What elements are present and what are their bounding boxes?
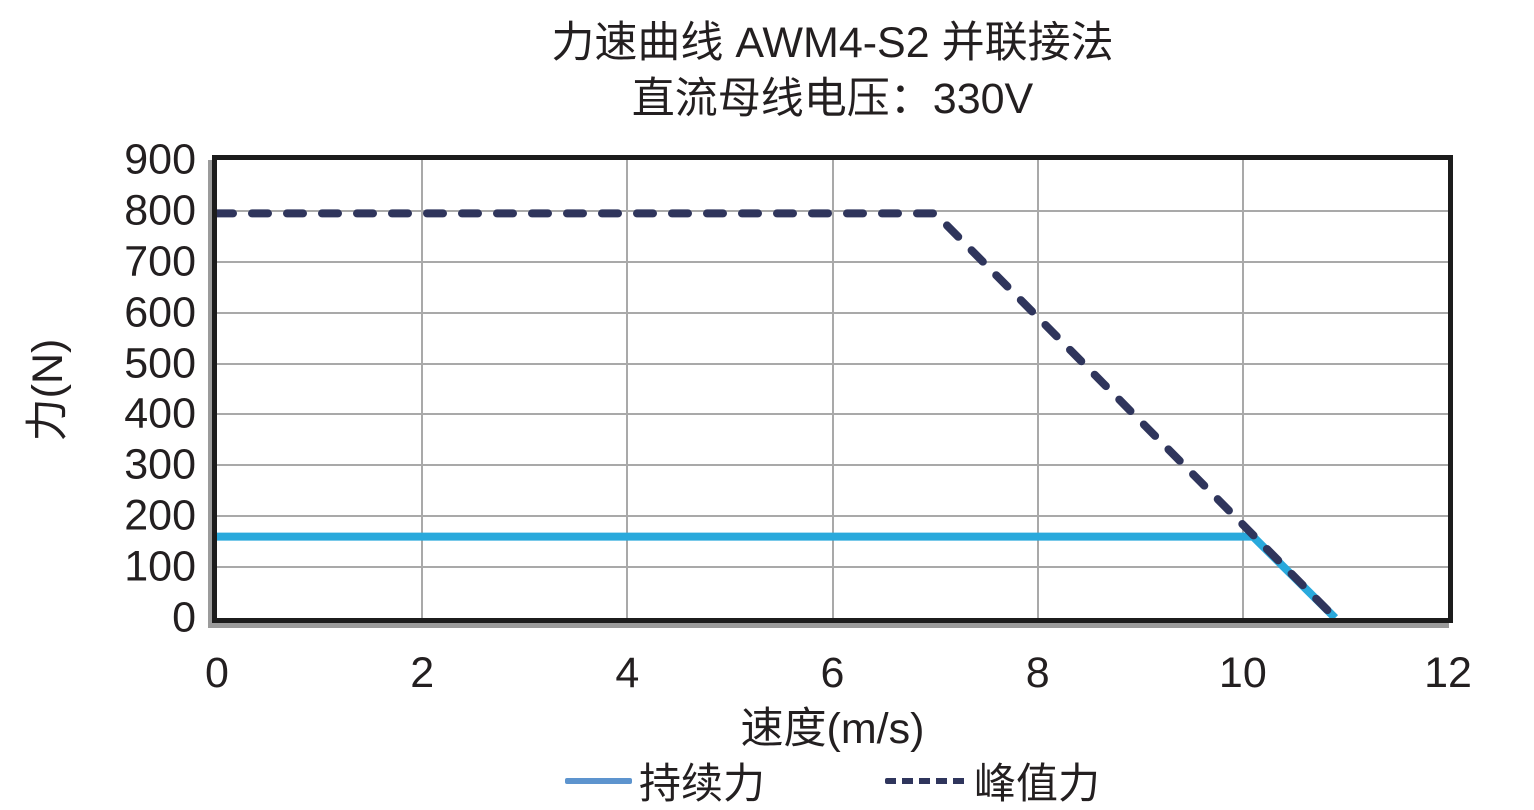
- y-tick-label: 400: [124, 389, 196, 438]
- gridline-vertical: [1036, 160, 1039, 618]
- x-tick-label: 10: [1218, 649, 1267, 697]
- legend: 持续力 峰值力: [212, 750, 1453, 810]
- x-tick-label: 6: [820, 649, 845, 697]
- gridline-vertical: [421, 160, 424, 618]
- chart-subtitle: 直流母线电压：330V: [631, 75, 1034, 123]
- continuous-force-line-icon: [564, 777, 632, 784]
- peak-force-line: [217, 209, 1340, 618]
- x-tick-label: 12: [1424, 649, 1472, 697]
- chart-title: 力速曲线 AWM4-S2 并联接法: [551, 19, 1114, 67]
- x-tick-label: 2: [410, 649, 435, 697]
- x-tick-label: 0: [205, 649, 229, 697]
- y-tick-label: 500: [124, 339, 196, 388]
- y-tick-label: 700: [124, 237, 196, 286]
- series-layer: [217, 209, 1340, 618]
- y-tick-label: 800: [124, 186, 196, 235]
- y-tick-label: 0: [172, 593, 196, 642]
- gridline-vertical: [626, 160, 629, 618]
- legend-label-continuous: 持续力: [638, 760, 765, 807]
- plot-area: [212, 155, 1453, 623]
- continuous-force-line: [217, 532, 1339, 618]
- x-axis-label: 速度(m/s): [740, 705, 925, 753]
- x-axis-ticks: 0 2 4 6 8 10 12: [205, 649, 1472, 702]
- y-axis-ticks: 0 100 200 300 400 500 600 700 800 900: [0, 138, 196, 639]
- y-tick-label: 100: [124, 542, 196, 591]
- legend-item-peak: 峰值力: [885, 750, 1100, 810]
- peak-force-dashed-line-icon: [885, 777, 967, 784]
- x-tick-label: 4: [615, 649, 640, 697]
- gridline-vertical: [1241, 160, 1244, 618]
- y-tick-label: 900: [124, 135, 196, 184]
- y-tick-label: 600: [124, 288, 196, 337]
- gridline-vertical: [831, 160, 834, 618]
- legend-label-peak: 峰值力: [974, 760, 1101, 807]
- y-tick-label: 200: [124, 491, 196, 540]
- legend-item-continuous: 持续力: [564, 750, 765, 810]
- x-tick-label: 8: [1025, 649, 1050, 697]
- y-tick-label: 300: [124, 440, 196, 489]
